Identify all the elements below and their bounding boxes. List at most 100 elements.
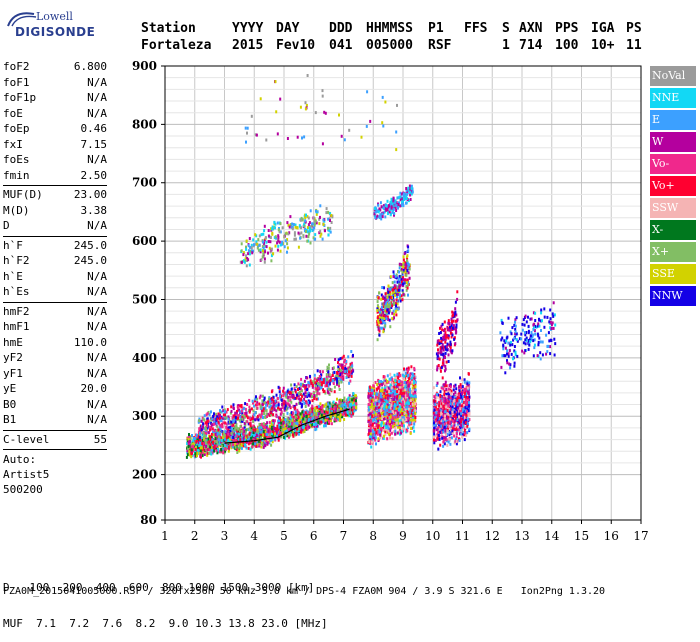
echo-point <box>398 408 400 411</box>
echo-point <box>225 416 227 419</box>
echo-point <box>267 430 269 433</box>
echo-point <box>394 404 396 407</box>
echo-point <box>228 446 230 449</box>
echo-point <box>402 427 404 430</box>
echo-point <box>321 414 323 417</box>
echo-point <box>261 412 263 415</box>
echo-point <box>314 374 316 377</box>
echo-point <box>252 420 254 423</box>
echo-point <box>224 410 226 413</box>
echo-point <box>397 418 399 421</box>
echo-point <box>309 375 311 378</box>
echo-point <box>256 430 258 433</box>
echo-point <box>224 414 226 417</box>
echo-point <box>252 442 254 445</box>
echo-point <box>385 396 387 399</box>
echo-point <box>401 412 403 415</box>
echo-point <box>385 422 387 425</box>
echo-point <box>274 432 276 435</box>
echo-point <box>372 384 374 387</box>
echo-point <box>394 433 396 436</box>
echo-point <box>309 411 311 414</box>
echo-point <box>299 427 301 430</box>
echo-point <box>243 437 245 440</box>
echo-point <box>282 390 284 393</box>
echo-point <box>260 415 262 418</box>
echo-point <box>408 367 410 370</box>
echo-point <box>347 355 349 358</box>
echo-point <box>207 420 209 423</box>
echo-point <box>405 414 407 417</box>
echo-point <box>263 412 265 415</box>
echo-point <box>340 357 342 360</box>
echo-point <box>279 417 281 420</box>
echo-point <box>331 422 333 425</box>
echo-point <box>220 448 222 451</box>
echo-point <box>221 439 223 442</box>
echo-point <box>299 391 301 394</box>
echo-point <box>323 424 325 427</box>
echo-point <box>371 392 373 395</box>
echo-point <box>409 421 411 424</box>
echo-point <box>192 439 194 442</box>
echo-point <box>291 423 293 426</box>
echo-point <box>339 419 341 422</box>
series-F-core <box>367 365 417 448</box>
echo-point <box>394 393 396 396</box>
echo-point <box>383 407 385 410</box>
echo-point <box>230 405 232 408</box>
echo-point <box>374 428 376 431</box>
echo-point <box>377 437 379 440</box>
echo-point <box>305 427 307 430</box>
echo-point <box>280 408 282 411</box>
echo-point <box>404 386 406 389</box>
echo-point <box>253 429 255 432</box>
echo-point <box>294 406 296 409</box>
echo-point <box>399 374 401 377</box>
echo-point <box>340 381 342 384</box>
series-F-high <box>376 244 411 341</box>
echo-point <box>260 406 262 409</box>
echo-point <box>352 354 354 357</box>
echo-point <box>368 395 370 398</box>
echo-point <box>251 445 253 448</box>
echo-point <box>405 406 407 409</box>
echo-point <box>232 436 234 439</box>
echo-point <box>221 406 223 409</box>
echo-point <box>315 387 317 390</box>
echo-point <box>230 421 232 424</box>
echo-point <box>414 409 416 412</box>
echo-point <box>389 394 391 397</box>
echo-point <box>412 419 414 422</box>
echo-point <box>215 440 217 443</box>
echo-point <box>290 384 292 387</box>
echo-point <box>368 429 370 432</box>
echo-point <box>209 429 211 432</box>
echo-point <box>276 404 278 407</box>
echo-point <box>343 418 345 421</box>
echo-point <box>328 420 330 423</box>
echo-point <box>271 390 273 393</box>
echo-point <box>289 391 291 394</box>
echo-point <box>300 383 302 386</box>
echo-point <box>384 382 386 385</box>
echo-point <box>263 407 265 410</box>
echo-point <box>312 399 314 402</box>
echo-point <box>410 415 412 418</box>
echo-point <box>213 450 215 453</box>
echo-point <box>393 407 395 410</box>
echo-point <box>321 383 323 386</box>
echo-point <box>413 430 415 433</box>
echo-point <box>324 390 326 393</box>
echo-point <box>352 392 354 395</box>
echo-point <box>266 415 268 418</box>
echo-point <box>368 409 370 412</box>
echo-point <box>297 388 299 391</box>
echo-point <box>378 431 380 434</box>
echo-point <box>388 413 390 416</box>
echo-point <box>290 401 292 404</box>
echo-point <box>204 434 206 437</box>
echo-point <box>244 402 246 405</box>
echo-point <box>273 400 275 403</box>
echo-point <box>341 363 343 366</box>
